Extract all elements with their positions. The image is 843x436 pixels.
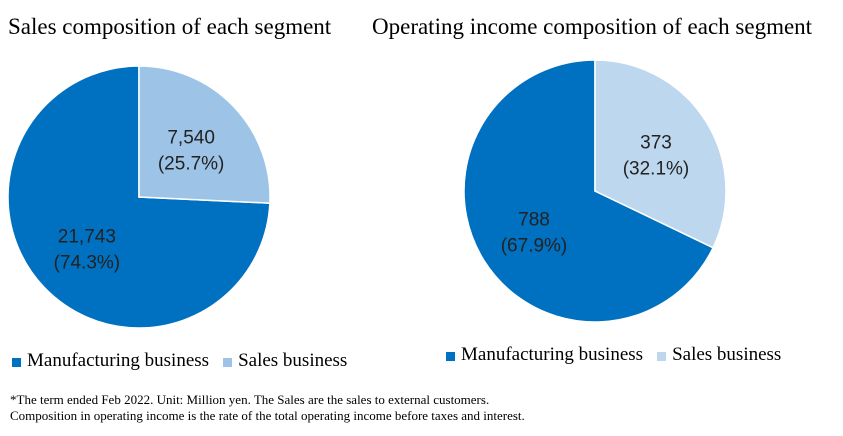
sales-chart-title: Sales composition of each segment — [8, 14, 332, 39]
income-slice-value-label: 373 — [640, 133, 672, 154]
sales-pie-chart: 21,743 (74.3%) 7,540 (25.7%) — [7, 65, 271, 329]
sales-slice-percent-label: (74.3%) — [54, 253, 121, 274]
legend-swatch-manufacturing — [12, 358, 21, 367]
income-pie-slice-manufacturing — [463, 59, 715, 323]
sales-slice-value-label: 7,540 — [167, 127, 215, 148]
legend-item-sales: Sales business — [223, 350, 347, 372]
legend-item-manufacturing: Manufacturing business — [446, 344, 643, 366]
income-slice-percent-label: (67.9%) — [501, 235, 568, 256]
sales-slice-percent-label: (25.7%) — [158, 153, 225, 174]
sales-pie-slice-sales — [138, 65, 271, 204]
legend-label-manufacturing: Manufacturing business — [461, 344, 644, 365]
legend-swatch-manufacturing — [446, 352, 455, 361]
legend-item-manufacturing: Manufacturing business — [12, 350, 209, 372]
income-slice-value-label: 788 — [518, 209, 550, 230]
income-chart-title: Operating income composition of each seg… — [372, 14, 813, 39]
legend-label-sales: Sales business — [672, 344, 782, 365]
legend-label-manufacturing: Manufacturing business — [27, 350, 210, 371]
legend-label-sales: Sales business — [238, 350, 348, 371]
footnote-line-2: Composition in operating income is the r… — [10, 408, 525, 423]
legend-swatch-sales — [223, 358, 233, 367]
sales-slice-value-label: 21,743 — [58, 227, 116, 248]
income-pie-slice-sales — [594, 59, 727, 249]
sales-chart-legend: Manufacturing business Sales business — [12, 350, 361, 372]
income-pie-chart: 788 (67.9%) 373 (32.1%) — [463, 59, 727, 323]
footnote-line-1: *The term ended Feb 2022. Unit: Million … — [10, 392, 490, 407]
legend-item-sales: Sales business — [657, 344, 781, 366]
income-chart-legend: Manufacturing business Sales business — [446, 344, 795, 366]
legend-swatch-sales — [657, 352, 667, 361]
income-slice-percent-label: (32.1%) — [623, 159, 690, 180]
